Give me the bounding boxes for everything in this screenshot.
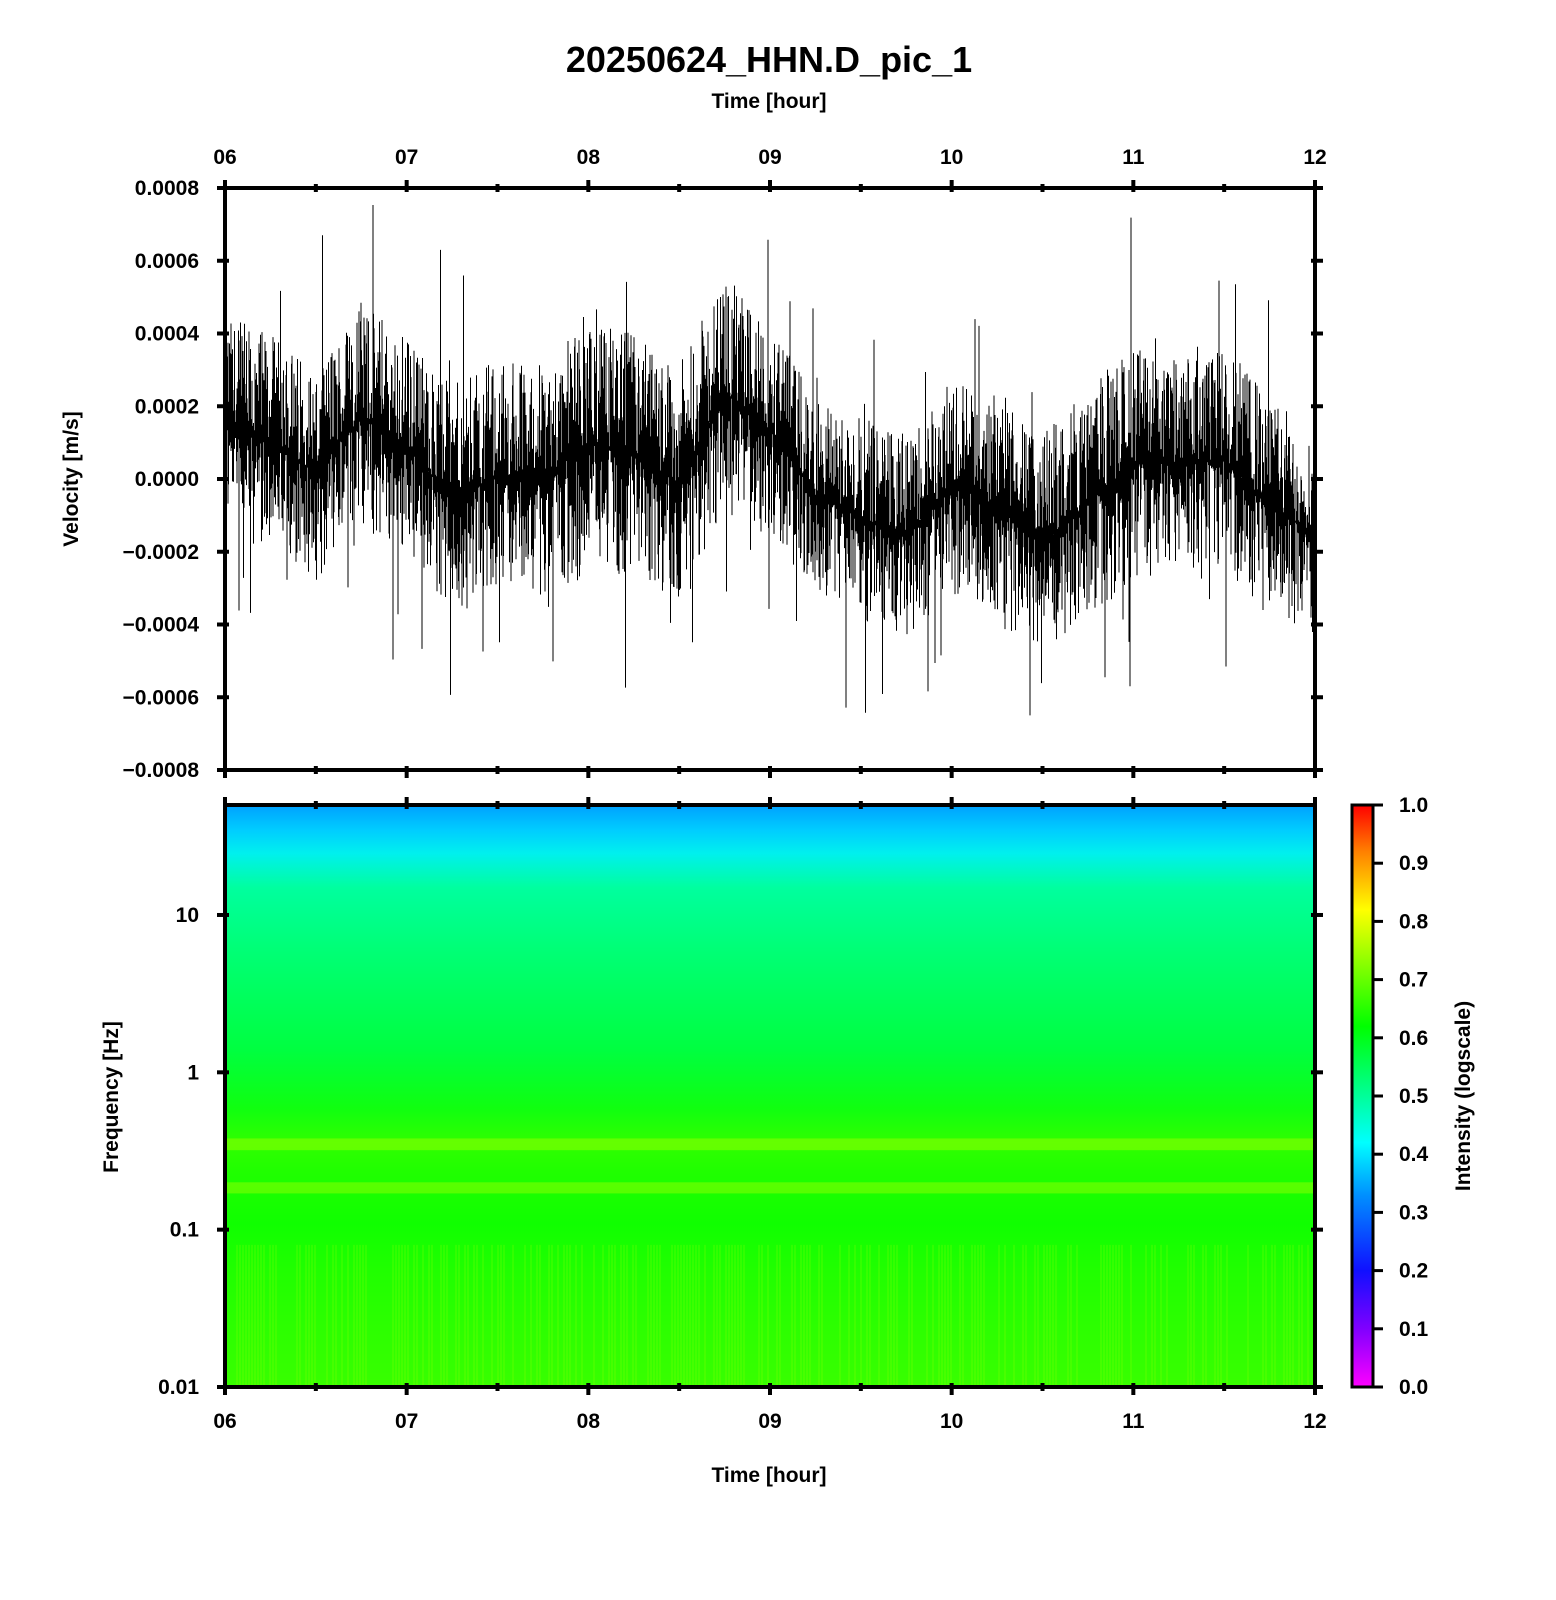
x-tick-label: 11 [1122, 146, 1145, 169]
x-tick-label: 09 [758, 146, 781, 169]
colorbar-ticks [1373, 803, 1383, 1389]
y-tick-label: −0.0006 [123, 686, 200, 709]
spectrogram-y-axis-label: Frequency [Hz] [100, 1021, 123, 1173]
colorbar-tick-label: 0.2 [1399, 1260, 1428, 1283]
x-tick-label: 10 [940, 1410, 963, 1433]
chart-title: 20250624_HHN.D_pic_1 [566, 39, 972, 80]
x-tick-label: 11 [1122, 1410, 1145, 1433]
spectrogram-texture [227, 1138, 1313, 1385]
waveform-ticks [217, 180, 1323, 778]
x-tick-label: 06 [213, 146, 236, 169]
x-tick-label: 12 [1303, 146, 1326, 169]
x-tick-label: 08 [577, 146, 601, 169]
spectrogram-heatmap [227, 807, 1313, 1386]
waveform-y-tick-labels: 0.0008 0.0006 0.0004 0.0002 0.0000 −0.0002 −0.… [123, 177, 200, 782]
x-tick-label: 07 [395, 146, 418, 169]
colorbar-tick-label: 1.0 [1399, 794, 1428, 817]
colorbar-tick-label: 0.0 [1399, 1376, 1428, 1399]
y-tick-label: 0.0002 [135, 395, 199, 418]
y-tick-label: 0.0008 [135, 177, 200, 200]
x-tick-label: 07 [395, 1410, 418, 1433]
bottom-x-axis-label: Time [hour] [711, 1464, 826, 1487]
waveform-x-tick-labels: 06 07 08 09 10 11 12 [213, 146, 1326, 169]
spectrogram-panel: 06 07 08 09 10 11 12 10 1 0.1 0.01 Frequency [Hz]… [100, 797, 1327, 1487]
y-tick-label: −0.0004 [123, 614, 200, 637]
spectrogram-ticks [217, 797, 1323, 1395]
colorbar-tick-label: 0.6 [1399, 1027, 1428, 1050]
y-tick-label: 10 [176, 904, 199, 927]
x-tick-label: 09 [758, 1410, 781, 1433]
x-tick-label: 06 [213, 1410, 236, 1433]
waveform-y-axis-label: Velocity [m/s] [60, 411, 83, 546]
y-tick-label: 0.0000 [135, 468, 199, 491]
x-tick-label: 10 [940, 146, 963, 169]
colorbar-tick-label: 0.8 [1399, 910, 1429, 933]
energy-band [227, 1138, 1313, 1151]
colorbar-gradient [1350, 803, 1375, 1389]
x-tick-label: 08 [577, 1410, 601, 1433]
y-tick-label: 0.1 [170, 1219, 200, 1242]
top-x-axis-label: Time [hour] [711, 90, 826, 113]
colorbar-tick-label: 0.7 [1399, 969, 1428, 992]
colorbar: 1.0 0.9 0.8 0.7 0.6 0.5 0.4 0.3 0.2 0.1 0.0 Intens… [1350, 794, 1475, 1399]
spectrogram-y-tick-labels: 10 1 0.1 0.01 [158, 904, 199, 1399]
colorbar-tick-labels: 1.0 0.9 0.8 0.7 0.6 0.5 0.4 0.3 0.2 0.1 0.0 [1399, 794, 1429, 1399]
colorbar-tick-label: 0.5 [1399, 1085, 1429, 1108]
colorbar-tick-label: 0.4 [1399, 1143, 1429, 1166]
y-tick-label: 0.0006 [135, 250, 199, 273]
colorbar-tick-label: 0.3 [1399, 1201, 1428, 1224]
y-tick-label: 1 [187, 1061, 199, 1084]
y-tick-label: 0.0004 [135, 323, 200, 346]
velocity-trace [225, 205, 1315, 716]
colorbar-label: Intensity (logscale) [1452, 1001, 1475, 1191]
y-tick-label: −0.0002 [123, 541, 200, 564]
energy-band [227, 1182, 1313, 1194]
waveform-series [225, 205, 1315, 716]
colorbar-tick-label: 0.9 [1399, 852, 1428, 875]
x-tick-label: 12 [1303, 1410, 1326, 1433]
y-tick-label: 0.01 [158, 1376, 199, 1399]
waveform-panel: 06 07 08 09 10 11 12 0.00080.00060.00040.00020… [60, 146, 1327, 782]
colorbar-tick-label: 0.1 [1399, 1318, 1429, 1341]
spectrogram-x-tick-labels: 06 07 08 09 10 11 12 [213, 1410, 1326, 1433]
y-tick-label: −0.0008 [123, 759, 200, 782]
low-frequency-striations [236, 1244, 1309, 1385]
